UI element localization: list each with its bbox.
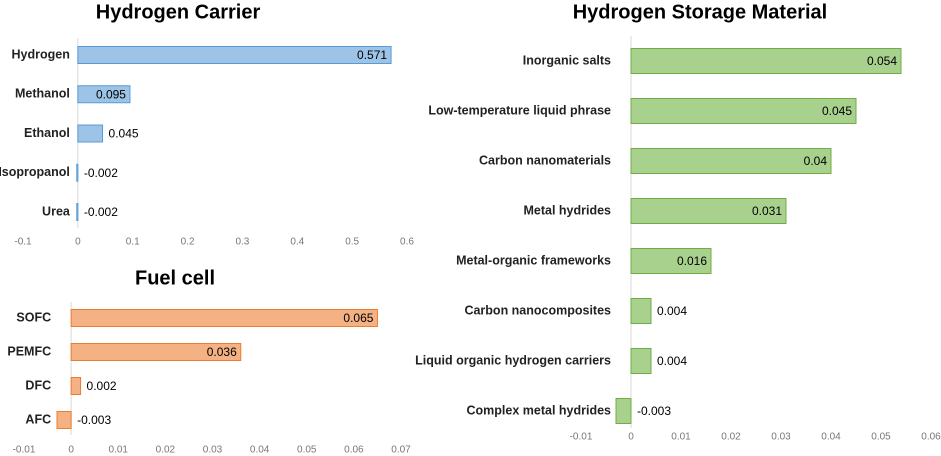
x-tick-label: 0.01 bbox=[109, 445, 129, 456]
value-label: -0.003 bbox=[77, 413, 111, 427]
y-tick-label: Carbon nanomaterials bbox=[479, 153, 611, 167]
x-tick-label: 0 bbox=[75, 237, 81, 248]
bar bbox=[630, 248, 712, 274]
chart-title: Hydrogen Storage Material bbox=[573, 1, 828, 23]
x-tick-label: 0 bbox=[68, 445, 74, 456]
value-label: 0.571 bbox=[357, 48, 387, 62]
x-tick-label: 0.05 bbox=[871, 432, 891, 443]
x-tick-label: 0.5 bbox=[345, 237, 359, 248]
y-tick-label: Liquid organic hydrogen carriers bbox=[415, 353, 611, 367]
y-tick-label: Complex metal hydrides bbox=[467, 403, 612, 417]
x-tick-label: 0.04 bbox=[821, 432, 841, 443]
x-tick-label: 0.3 bbox=[235, 237, 249, 248]
y-tick-label: DFC bbox=[25, 378, 51, 392]
x-tick-label: 0.01 bbox=[671, 432, 691, 443]
x-tick-label: -0.01 bbox=[13, 445, 36, 456]
y-tick-label: PEMFC bbox=[7, 344, 51, 358]
x-tick-label: 0.2 bbox=[181, 237, 195, 248]
x-tick-label: 0.02 bbox=[156, 445, 176, 456]
y-tick-label: Hydrogen bbox=[12, 47, 70, 61]
x-tick-label: 0.1 bbox=[126, 237, 140, 248]
value-label: 0.095 bbox=[96, 87, 126, 101]
y-tick-label: Methanol bbox=[15, 87, 70, 101]
value-label: 0.065 bbox=[343, 311, 373, 325]
y-tick-label: Isopropanol bbox=[0, 165, 70, 179]
value-label: -0.002 bbox=[84, 205, 118, 219]
x-tick-label: 0 bbox=[628, 432, 634, 443]
x-tick-label: 0.06 bbox=[344, 445, 364, 456]
value-label: 0.045 bbox=[822, 104, 852, 118]
x-tick-label: -0.01 bbox=[570, 432, 593, 443]
x-tick-label: 0.02 bbox=[721, 432, 741, 443]
value-label: 0.036 bbox=[207, 345, 237, 359]
value-label: 0.004 bbox=[657, 304, 687, 318]
bar bbox=[77, 46, 392, 64]
x-tick-label: 0.04 bbox=[250, 445, 270, 456]
bar bbox=[615, 398, 632, 424]
value-label: -0.003 bbox=[637, 404, 671, 418]
value-label: 0.054 bbox=[867, 54, 897, 68]
bar bbox=[76, 203, 79, 221]
chart-title: Fuel cell bbox=[135, 267, 215, 289]
value-label: -0.002 bbox=[84, 166, 118, 180]
bar bbox=[77, 85, 131, 104]
x-tick-label: 0.03 bbox=[771, 432, 791, 443]
x-tick-label: 0.06 bbox=[921, 432, 941, 443]
x-tick-label: 0.4 bbox=[290, 237, 304, 248]
x-tick-label: 0.05 bbox=[297, 445, 317, 456]
value-label: 0.002 bbox=[87, 379, 117, 393]
y-tick-label: Metal hydrides bbox=[523, 203, 611, 217]
x-tick-label: 0.6 bbox=[400, 237, 414, 248]
value-label: 0.016 bbox=[677, 254, 707, 268]
bar bbox=[77, 124, 104, 143]
bar bbox=[630, 98, 857, 124]
y-tick-label: Urea bbox=[42, 204, 71, 218]
bar bbox=[76, 163, 79, 182]
y-tick-label: Metal-organic frameworks bbox=[456, 253, 611, 267]
x-tick-label: -0.1 bbox=[14, 237, 32, 248]
x-tick-label: 0.03 bbox=[203, 445, 223, 456]
bar bbox=[630, 148, 832, 174]
y-tick-label: Ethanol bbox=[24, 126, 70, 140]
y-tick-label: Inorganic salts bbox=[523, 53, 611, 67]
bar bbox=[630, 48, 902, 74]
bar bbox=[70, 343, 242, 361]
value-label: 0.04 bbox=[804, 154, 828, 168]
x-tick-label: 0.07 bbox=[391, 445, 411, 456]
bar bbox=[70, 309, 378, 327]
value-label: 0.045 bbox=[109, 127, 139, 141]
bar bbox=[630, 198, 787, 224]
value-label: 0.031 bbox=[752, 204, 782, 218]
bar bbox=[56, 411, 72, 429]
y-tick-label: Carbon nanocomposites bbox=[464, 303, 611, 317]
bar bbox=[630, 348, 652, 374]
bar bbox=[630, 298, 652, 324]
bar bbox=[70, 377, 82, 395]
y-tick-label: AFC bbox=[25, 412, 51, 426]
value-label: 0.004 bbox=[657, 354, 687, 368]
y-tick-label: SOFC bbox=[16, 310, 51, 324]
chart-title: Hydrogen Carrier bbox=[96, 1, 261, 23]
y-tick-label: Low-temperature liquid phrase bbox=[428, 103, 611, 117]
